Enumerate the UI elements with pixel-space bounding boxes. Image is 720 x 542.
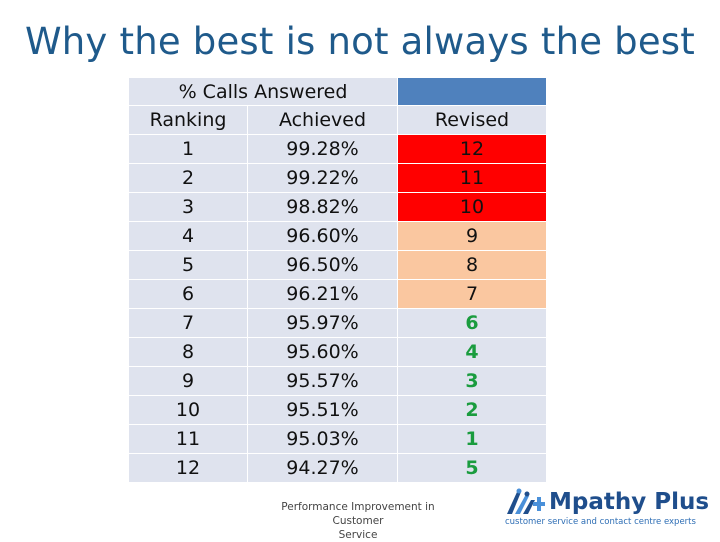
ranking-cell: 1 — [128, 134, 248, 164]
achieved-cell: 95.03% — [247, 424, 398, 454]
footer-text: Performance Improvement in Customer Serv… — [258, 500, 458, 542]
revised-cell: 1 — [397, 424, 547, 454]
revised-cell: 9 — [397, 221, 547, 251]
header-ranking: Ranking — [128, 105, 248, 135]
ranking-cell: 2 — [128, 163, 248, 193]
table-row: 4 96.60% 9 — [128, 221, 547, 251]
revised-cell: 5 — [397, 453, 547, 483]
ranking-cell: 3 — [128, 192, 248, 222]
ranking-cell: 7 — [128, 308, 248, 338]
table-row: 12 94.27% 5 — [128, 453, 547, 483]
ranking-cell: 10 — [128, 395, 248, 425]
revised-cell: 2 — [397, 395, 547, 425]
achieved-cell: 95.51% — [247, 395, 398, 425]
header-revised: Revised — [397, 105, 547, 135]
achieved-cell: 96.21% — [247, 279, 398, 309]
ranking-cell: 5 — [128, 250, 248, 280]
achieved-cell: 96.60% — [247, 221, 398, 251]
revised-cell: 3 — [397, 366, 547, 396]
header-achieved: Achieved — [247, 105, 398, 135]
achieved-cell: 96.50% — [247, 250, 398, 280]
achieved-cell: 95.57% — [247, 366, 398, 396]
logo-tagline: customer service and contact centre expe… — [505, 517, 696, 527]
ranking-table: % Calls Answered Ranking Achieved Revise… — [128, 77, 547, 483]
revised-cell: 10 — [397, 192, 547, 222]
achieved-cell: 98.82% — [247, 192, 398, 222]
achieved-cell: 99.28% — [247, 134, 398, 164]
table-header-row-2: Ranking Achieved Revised — [128, 105, 547, 135]
table-row: 11 95.03% 1 — [128, 424, 547, 454]
table-row: 2 99.22% 11 — [128, 163, 547, 193]
ranking-cell: 4 — [128, 221, 248, 251]
achieved-cell: 95.60% — [247, 337, 398, 367]
achieved-cell: 94.27% — [247, 453, 398, 483]
achieved-cell: 95.97% — [247, 308, 398, 338]
revised-cell: 11 — [397, 163, 547, 193]
table-row: 6 96.21% 7 — [128, 279, 547, 309]
table-row: 1 99.28% 12 — [128, 134, 547, 164]
revised-cell: 4 — [397, 337, 547, 367]
table-header-row-1: % Calls Answered — [128, 77, 547, 106]
ranking-cell: 8 — [128, 337, 248, 367]
mpathy-plus-logo: Mpathy Plus customer service and contact… — [505, 488, 715, 528]
table-row: 7 95.97% 6 — [128, 308, 547, 338]
header-blank-cell — [397, 77, 547, 106]
footer-line-2: Service — [338, 529, 378, 541]
logo-name: Mpathy Plus — [549, 489, 710, 515]
table-row: 5 96.50% 8 — [128, 250, 547, 280]
table-row: 3 98.82% 10 — [128, 192, 547, 222]
achieved-cell: 99.22% — [247, 163, 398, 193]
revised-cell: 7 — [397, 279, 547, 309]
table-row: 8 95.60% 4 — [128, 337, 547, 367]
table-row: 10 95.51% 2 — [128, 395, 547, 425]
revised-cell: 8 — [397, 250, 547, 280]
table-row: 9 95.57% 3 — [128, 366, 547, 396]
header-group-calls-answered: % Calls Answered — [128, 77, 398, 106]
ranking-cell: 9 — [128, 366, 248, 396]
ranking-cell: 6 — [128, 279, 248, 309]
ranking-cell: 12 — [128, 453, 248, 483]
revised-cell: 12 — [397, 134, 547, 164]
logo-people-icon — [507, 488, 545, 514]
slide-title: Why the best is not always the best — [25, 20, 695, 63]
revised-cell: 6 — [397, 308, 547, 338]
ranking-cell: 11 — [128, 424, 248, 454]
footer-line-1: Performance Improvement in Customer — [281, 501, 435, 527]
